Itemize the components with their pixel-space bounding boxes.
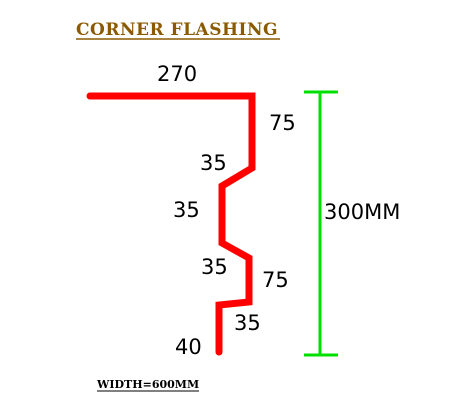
diagram-title: CORNER FLASHING bbox=[76, 20, 278, 40]
segment-label-upper-drop: 75 bbox=[269, 111, 296, 135]
segment-label-lower-drop: 75 bbox=[262, 268, 289, 292]
width-note: WIDTH=600MM bbox=[96, 378, 199, 391]
overall-height-label: 300MM bbox=[324, 200, 400, 224]
segment-label-middle: 35 bbox=[173, 198, 200, 222]
height-dimension bbox=[304, 90, 338, 357]
segment-label-second-jog: 35 bbox=[201, 255, 228, 279]
segment-label-third-jog: 35 bbox=[234, 311, 261, 335]
flashing-profile bbox=[86, 92, 256, 356]
segment-label-bottom-leg: 40 bbox=[175, 335, 202, 359]
segment-label-top: 270 bbox=[157, 62, 197, 86]
segment-label-first-jog: 35 bbox=[200, 151, 227, 175]
